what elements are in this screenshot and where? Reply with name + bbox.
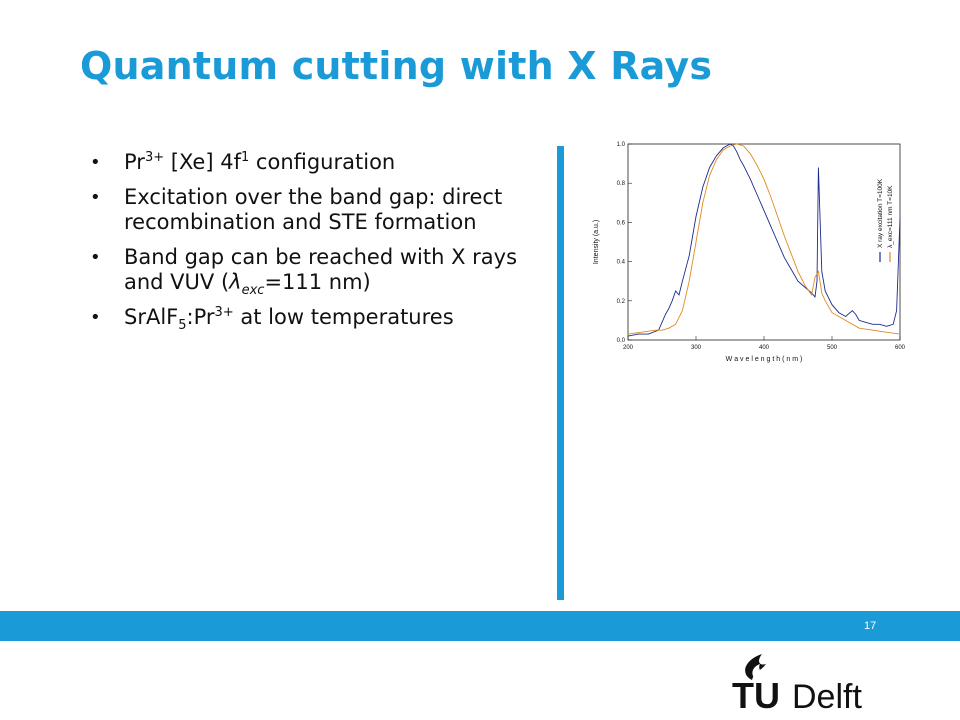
y-tick-label: 0.2 xyxy=(617,299,626,305)
x-tick-label: 400 xyxy=(759,345,770,351)
x-axis-label: W a v e l e n g t h ( n m ) xyxy=(726,356,803,363)
bullet-item: Pr3+ [Xe] 4f1 configuration xyxy=(90,150,530,175)
page-number: 17 xyxy=(864,620,877,632)
series-line-1 xyxy=(627,143,901,337)
bullet-item: SrAlF5:Pr3+ at low temperatures xyxy=(90,305,530,332)
footer-bar xyxy=(0,611,960,641)
tu-delft-logo: TU Delft xyxy=(732,654,862,712)
bullet-item: Excitation over the band gap: direct rec… xyxy=(90,185,530,235)
x-tick-label: 200 xyxy=(623,345,634,351)
y-tick-label: 0.4 xyxy=(617,260,626,266)
legend-label-2: λ_exc=111 nm T=10K xyxy=(887,185,894,248)
x-tick-label: 300 xyxy=(691,345,702,351)
y-tick-label: 0.0 xyxy=(617,338,626,344)
logo-delft-text: Delft xyxy=(792,678,862,712)
y-axis-label: Intensity (a.u.) xyxy=(593,220,600,264)
bullet-item: Band gap can be reached with X rays and … xyxy=(90,245,530,297)
series-line-2 xyxy=(627,143,901,335)
logo-tu-text: TU xyxy=(732,675,780,712)
x-tick-label: 500 xyxy=(827,345,838,351)
bullet-list: Pr3+ [Xe] 4f1 configuration Excitation o… xyxy=(90,150,530,340)
y-tick-label: 0.8 xyxy=(617,181,626,187)
x-tick-label: 600 xyxy=(895,345,906,351)
vertical-divider xyxy=(557,146,564,600)
flame-icon xyxy=(745,654,766,680)
legend-label-1: X ray excitation T=100K xyxy=(877,178,884,248)
emission-spectrum-chart: 200 300 400 500 600 0.0 0.2 0.4 0.6 0.8 1.0 W a v e… xyxy=(593,142,906,363)
plot-frame xyxy=(627,143,901,341)
y-tick-label: 1.0 xyxy=(617,142,626,148)
slide-title: Quantum cutting with X Rays xyxy=(80,44,713,88)
y-tick-label: 0.6 xyxy=(617,220,626,226)
